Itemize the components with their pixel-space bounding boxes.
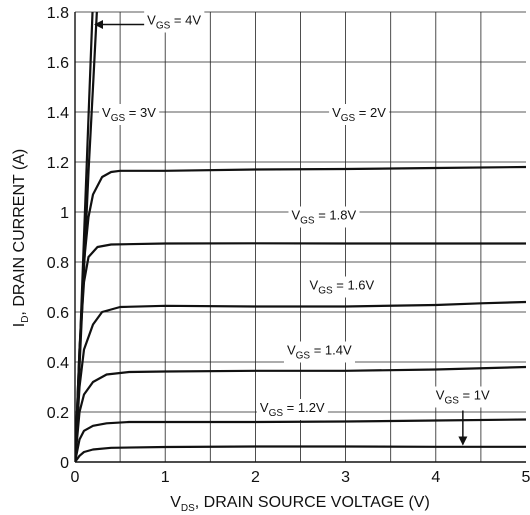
curve-label-text: VGS = 3V (102, 105, 156, 124)
y-tick-label: 0.6 (47, 305, 69, 322)
x-tick-label: 2 (251, 469, 260, 486)
y-tick-label: 0.4 (47, 355, 69, 372)
curve-label: VGS = 1V (432, 386, 493, 446)
curve-label-text: VGS = 1.2V (260, 400, 325, 419)
axes (74, 12, 526, 463)
tick-labels: 0 1 2 3 4 5 0 0.2 0.4 0.6 0.8 1 1.2 1.4 1.6 1.8 (47, 5, 530, 486)
x-tick-label: 4 (431, 469, 440, 486)
y-tick-label: 0.2 (47, 405, 69, 422)
x-tick-label: 3 (341, 469, 350, 486)
curve-label-text: VGS = 1.6V (310, 278, 375, 297)
y-tick-label: 1.4 (47, 105, 69, 122)
y-tick-label: 1.2 (47, 155, 69, 172)
curve-label: VGS = 4V (94, 11, 205, 33)
x-tick-label: 5 (522, 469, 530, 486)
x-tick-label: 0 (71, 469, 80, 486)
curve-label: VGS = 1.6V (306, 276, 378, 298)
curve-label: VGS = 3V (99, 104, 160, 125)
curve-label-text: VGS = 1V (436, 388, 490, 407)
series-line-vgs-1-4v (75, 365, 526, 462)
curve-label-text: VGS = 1.8V (291, 208, 356, 227)
y-tick-label: 1.8 (47, 5, 69, 22)
y-tick-label: 0 (60, 455, 69, 472)
curve-label: VGS = 1.8V (288, 206, 360, 228)
curve-label: VGS = 1.2V (256, 399, 328, 420)
curve-label: VGS = 1.4V (283, 341, 355, 363)
y-axis-title: ID, DRAIN CURRENT (A) (11, 149, 31, 328)
y-tick-label: 0.8 (47, 255, 69, 272)
curve-label: VGS = 2V (329, 104, 390, 125)
x-tick-label: 1 (161, 469, 170, 486)
series-line-vgs-2v (75, 165, 526, 462)
series-line-vgs-1-6v (75, 300, 526, 462)
series-line-vgs-1v (75, 445, 526, 462)
curve-label-text: VGS = 4V (147, 13, 201, 32)
x-axis-title: VDS, DRAIN SOURCE VOLTAGE (V) (170, 494, 430, 514)
y-tick-label: 1 (60, 205, 69, 222)
curves (75, 12, 526, 462)
curve-label-text: VGS = 1.4V (287, 343, 352, 362)
y-tick-label: 1.6 (47, 55, 69, 72)
curve-label-text: VGS = 2V (332, 105, 386, 124)
annotations: VGS = 4V VGS = 3V VGS = 2V VGS = 1.8V VGS = … (94, 11, 493, 446)
series-line-vgs-1-2v (75, 418, 526, 462)
series-line-vgs-1-8v (75, 242, 526, 462)
